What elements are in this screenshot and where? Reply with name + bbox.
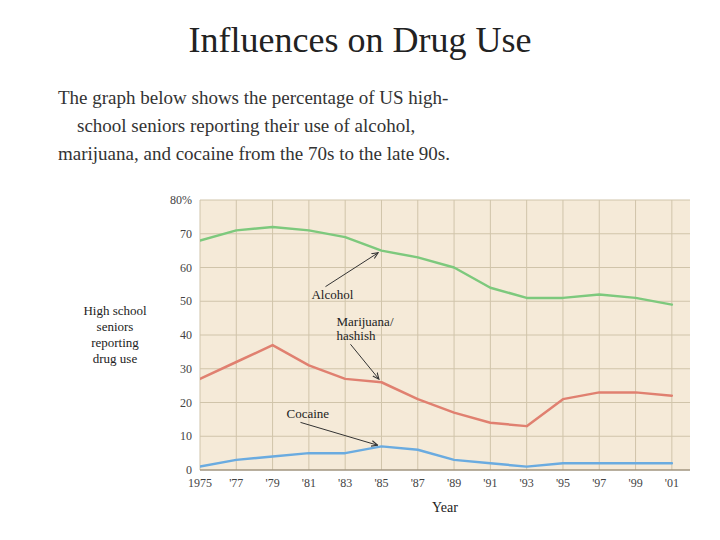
y-grid-line xyxy=(200,368,690,369)
chart-container: Influences on Drug Use The graph below sh… xyxy=(0,0,720,540)
subtitle: school seniors reporting their use of al… xyxy=(58,115,415,136)
x-tick-label: '77 xyxy=(229,476,243,490)
y-tick-label: 0 xyxy=(186,463,192,477)
x-tick-labels: 1975 '77 '79 '81 '83 '85 '87 '89 '91 '93 '95 '97 '99… xyxy=(188,476,679,490)
x-grid-line xyxy=(454,200,455,470)
x-grid-line xyxy=(490,200,491,470)
series-label: Alcohol xyxy=(311,287,353,302)
label-arrow xyxy=(300,422,377,445)
subtitle: marijuana, and cocaine from the 70s to t… xyxy=(58,143,450,164)
series-labels: Alcohol Marijuana/hashish Cocaine xyxy=(286,253,393,445)
y-axis-label: High schoolseniorsreportingdrug use xyxy=(83,303,147,366)
y-grid-line xyxy=(200,267,690,268)
x-tick-label: '93 xyxy=(520,476,534,490)
y-axis-label-line: seniors xyxy=(97,319,134,334)
y-grid-line xyxy=(200,335,690,336)
x-grid-line xyxy=(635,200,636,470)
label-arrow xyxy=(350,344,378,379)
y-grid-line xyxy=(200,301,690,302)
series-label-line: Alcohol xyxy=(311,287,353,302)
x-grid-line xyxy=(308,200,309,470)
plot-background xyxy=(200,200,690,470)
x-grid-line xyxy=(417,200,418,470)
x-grid-line xyxy=(526,200,527,470)
y-grid-line xyxy=(200,402,690,403)
y-grid-line xyxy=(200,470,690,471)
series-label: Marijuana/hashish xyxy=(336,314,393,343)
x-grid-line xyxy=(381,200,382,470)
label-arrow xyxy=(325,253,378,287)
x-tick-label: '85 xyxy=(374,476,388,490)
x-grid-line xyxy=(671,200,672,470)
chart: Influences on Drug Use The graph below sh… xyxy=(0,0,720,540)
y-tick-label: 40 xyxy=(180,328,192,342)
x-grid-line xyxy=(562,200,563,470)
y-grid-line xyxy=(200,200,690,201)
y-tick-label: 10 xyxy=(180,429,192,443)
y-axis-label-line: reporting xyxy=(91,335,139,350)
x-tick-label: '97 xyxy=(592,476,606,490)
series-line xyxy=(200,345,672,426)
series-line xyxy=(200,446,672,466)
y-tick-label: 80% xyxy=(170,193,192,207)
y-tick-label: 50 xyxy=(180,294,192,308)
y-grid-line xyxy=(200,233,690,234)
y-tick-label: 70 xyxy=(180,227,192,241)
x-tick-label: '91 xyxy=(483,476,497,490)
x-tick-label: '01 xyxy=(665,476,679,490)
y-tick-labels: 0 10 20 30 40 50 60 70 80% xyxy=(170,193,192,477)
series-label-line: Marijuana/ xyxy=(336,314,393,329)
x-tick-label: '89 xyxy=(447,476,461,490)
x-tick-label: '83 xyxy=(338,476,352,490)
x-grid-line xyxy=(272,200,273,470)
series-label: Cocaine xyxy=(286,406,329,421)
y-tick-label: 30 xyxy=(180,362,192,376)
x-tick-label: '79 xyxy=(266,476,280,490)
subtitle: The graph below shows the percentage of … xyxy=(58,87,448,108)
x-grid-line xyxy=(599,200,600,470)
x-tick-label: 1975 xyxy=(188,476,212,490)
series-label-line: Cocaine xyxy=(286,406,329,421)
y-tick-label: 20 xyxy=(180,396,192,410)
y-grid-line xyxy=(200,436,690,437)
y-tick-label: 60 xyxy=(180,261,192,275)
x-axis-line xyxy=(200,470,690,471)
y-axis-label-line: drug use xyxy=(93,351,138,366)
y-axis-label-line: High school xyxy=(83,303,147,318)
grid xyxy=(200,200,690,470)
x-tick-label: '99 xyxy=(628,476,642,490)
x-axis-label: Year xyxy=(432,500,458,515)
x-grid-line xyxy=(236,200,237,470)
x-tick-label: '81 xyxy=(302,476,316,490)
x-tick-label: '87 xyxy=(411,476,425,490)
x-tick-label: '95 xyxy=(556,476,570,490)
title: Influences on Drug Use xyxy=(189,20,532,60)
series-lines xyxy=(200,227,672,467)
series-label-line: hashish xyxy=(336,328,376,343)
series-line xyxy=(200,227,672,305)
